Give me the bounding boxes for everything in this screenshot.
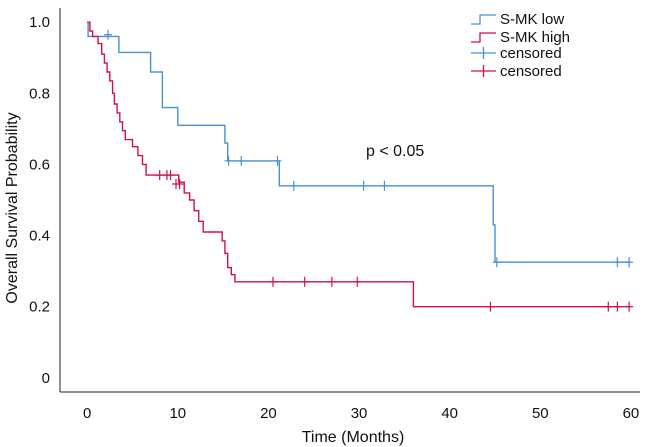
- censor-mark-low: [104, 29, 113, 40]
- censor-mark-high: [353, 276, 362, 287]
- censor-mark-high: [625, 301, 634, 312]
- x-tick-label: 30: [351, 405, 368, 422]
- y-tick-label: 0.4: [29, 228, 50, 245]
- censor-mark-high: [175, 179, 184, 189]
- x-tick-label: 0: [83, 405, 91, 422]
- legend-swatch-high: [471, 32, 496, 43]
- censor-mark-high: [604, 301, 613, 312]
- censor-mark-low: [224, 155, 233, 166]
- censor-mark-low: [613, 257, 622, 268]
- y-tick-label: 0: [42, 370, 50, 387]
- x-tick-labels: 0 10 20 30 40 50 60: [83, 405, 639, 422]
- censor-mark-high: [327, 276, 336, 287]
- x-axis-title: Time (Months): [302, 429, 405, 446]
- legend-censor-high-icon: [471, 65, 496, 77]
- censor-mark-low: [359, 180, 368, 191]
- legend-swatch-low: [471, 14, 496, 25]
- legend: S-MK low S-MK high censored censored: [471, 11, 570, 80]
- legend-label-high: S-MK high: [500, 29, 570, 46]
- x-tick-label: 60: [623, 405, 640, 422]
- x-tick-label: 20: [260, 405, 277, 422]
- censor-mark-high: [155, 170, 164, 181]
- censor-mark-low: [273, 155, 282, 166]
- survival-curve-high: [87, 21, 631, 308]
- legend-label-censored-high: censored: [500, 63, 562, 80]
- censor-mark-low: [237, 155, 246, 166]
- x-tick-label: 10: [169, 405, 186, 422]
- y-tick-label: 1.0: [29, 14, 50, 31]
- p-value-annotation: p < 0.05: [366, 143, 424, 160]
- legend-label-censored-low: censored: [500, 45, 562, 62]
- legend-censor-low-icon: [471, 47, 496, 59]
- censor-mark-high: [268, 276, 277, 287]
- y-tick-label: 0.2: [29, 299, 50, 316]
- censor-mark-high: [166, 170, 175, 181]
- censor-mark-low: [289, 180, 298, 191]
- y-axis-title: Overall Survival Probability: [4, 112, 21, 303]
- censor-mark-low: [380, 180, 389, 191]
- y-tick-labels: 0 0.2 0.4 0.6 0.8 1.0: [29, 14, 50, 387]
- censor-mark-low: [492, 257, 501, 268]
- censor-mark-high: [613, 301, 622, 312]
- x-tick-label: 50: [532, 405, 549, 422]
- y-tick-label: 0.6: [29, 156, 50, 173]
- censor-mark-low: [625, 257, 634, 268]
- legend-label-low: S-MK low: [500, 11, 564, 28]
- censor-mark-high: [486, 301, 495, 312]
- x-tick-label: 40: [441, 405, 458, 422]
- survival-curve-low: [87, 21, 631, 263]
- censor-mark-high: [300, 276, 309, 287]
- y-tick-label: 0.8: [29, 85, 50, 102]
- series-layer: [87, 21, 634, 312]
